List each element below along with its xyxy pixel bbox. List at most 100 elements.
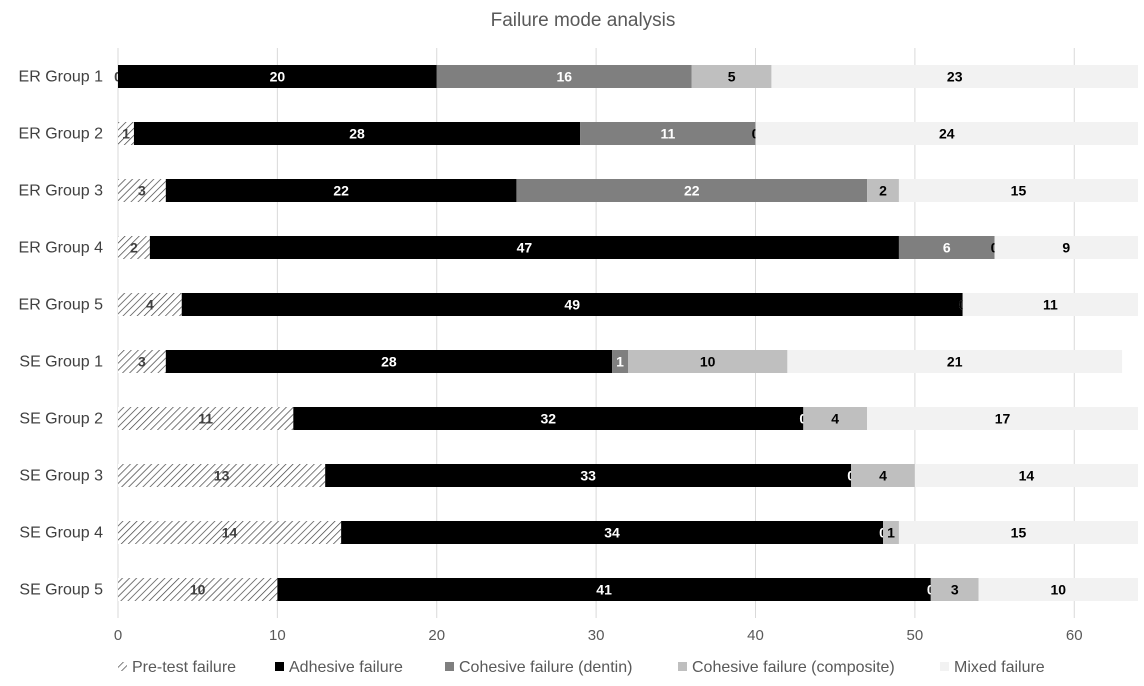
x-tick-label-30: 30 [588, 627, 605, 644]
bar-se-group-5-pre-test-failure [118, 578, 278, 601]
bars: 0201652312811024322222152476094490011328… [114, 65, 1138, 601]
bar-er-group-3-mixed-failure [898, 179, 1138, 202]
data-label-er-group-4-cohesive-failure-dentin: 6 [943, 240, 951, 256]
data-label-se-group-2-adhesive-failure: 32 [541, 411, 557, 427]
bar-se-group-4-adhesive-failure [341, 521, 883, 544]
bar-er-group-1-cohesive-failure-composite [691, 65, 772, 88]
data-label-er-group-5-mixed-failure: 11 [1043, 297, 1058, 313]
data-label-er-group-2-adhesive-failure: 28 [349, 126, 365, 142]
data-label-er-group-5-pre-test-failure: 4 [146, 297, 154, 313]
data-label-er-group-2-pre-test-failure: 1 [122, 126, 130, 142]
data-label-er-group-3-adhesive-failure: 22 [333, 183, 349, 199]
category-label-se-group-2: SE Group 2 [19, 411, 103, 428]
bar-se-group-2-pre-test-failure [118, 407, 294, 430]
category-label-se-group-3: SE Group 3 [19, 468, 103, 485]
legend-label-cohesive-failure-dentin: Cohesive failure (dentin) [459, 659, 632, 676]
data-label-se-group-5-adhesive-failure: 41 [596, 582, 612, 598]
bar-se-group-5-mixed-failure [978, 578, 1138, 601]
data-label-se-group-1-mixed-failure: 21 [947, 354, 963, 370]
bar-er-group-1-adhesive-failure [118, 65, 437, 88]
legend-swatch-adhesive-failure [275, 662, 284, 671]
category-label-er-group-4: ER Group 4 [19, 240, 104, 257]
bar-se-group-1-mixed-failure [787, 350, 1123, 373]
data-label-er-group-3-pre-test-failure: 3 [138, 183, 146, 199]
bar-se-group-3-mixed-failure [914, 464, 1138, 487]
data-label-se-group-3-cohesive-failure-composite: 4 [879, 468, 887, 484]
data-label-se-group-3-pre-test-failure: 13 [214, 468, 230, 484]
legend-swatch-pre-test-failure [118, 662, 127, 671]
bar-er-group-3-cohesive-failure-dentin [516, 179, 868, 202]
bar-er-group-4-adhesive-failure [149, 236, 899, 259]
legend-swatch-cohesive-failure-dentin [445, 662, 454, 671]
x-tick-label-0: 0 [114, 627, 122, 644]
x-tick-label-10: 10 [269, 627, 286, 644]
bar-se-group-3-cohesive-failure-composite [851, 464, 915, 487]
chart-title: Failure mode analysis [491, 10, 676, 31]
bar-se-group-2-mixed-failure [867, 407, 1138, 430]
data-label-er-group-5-adhesive-failure: 49 [564, 297, 580, 313]
bar-er-group-2-cohesive-failure-dentin [580, 122, 756, 145]
data-label-er-group-4-mixed-failure: 9 [1062, 240, 1070, 256]
data-label-er-group-1-mixed-failure: 23 [947, 69, 963, 85]
legend: Pre-test failure Adhesive failure Cohesive… [118, 659, 1045, 676]
bar-se-group-1-adhesive-failure [165, 350, 613, 373]
bar-se-group-5-cohesive-failure-composite [930, 578, 979, 601]
data-label-er-group-2-cohesive-failure-dentin: 11 [660, 126, 675, 142]
data-label-er-group-4-adhesive-failure: 47 [517, 240, 533, 256]
category-label-er-group-3: ER Group 3 [19, 183, 104, 200]
category-label-se-group-5: SE Group 5 [19, 582, 103, 599]
bar-se-group-4-pre-test-failure [118, 521, 342, 544]
legend-label-cohesive-failure-composite: Cohesive failure (composite) [692, 659, 895, 676]
bar-se-group-4-cohesive-failure-composite [883, 521, 899, 544]
bar-se-group-1-cohesive-failure-dentin [612, 350, 628, 373]
data-label-er-group-3-cohesive-failure-composite: 2 [879, 183, 887, 199]
category-label-se-group-4: SE Group 4 [19, 525, 103, 542]
data-label-se-group-5-mixed-failure: 10 [1051, 582, 1067, 598]
data-label-se-group-1-pre-test-failure: 3 [138, 354, 146, 370]
bar-se-group-5-adhesive-failure [277, 578, 931, 601]
legend-label-adhesive-failure: Adhesive failure [289, 659, 403, 676]
bar-er-group-2-pre-test-failure [118, 122, 134, 145]
bar-er-group-5-adhesive-failure [181, 293, 963, 316]
bar-er-group-3-adhesive-failure [165, 179, 517, 202]
category-label-er-group-5: ER Group 5 [19, 297, 104, 314]
data-label-se-group-1-cohesive-failure-composite: 10 [700, 354, 716, 370]
bar-se-group-3-adhesive-failure [325, 464, 852, 487]
bar-se-group-2-adhesive-failure [293, 407, 804, 430]
data-label-se-group-2-cohesive-failure-composite: 4 [831, 411, 839, 427]
data-label-er-group-2-mixed-failure: 24 [939, 126, 955, 142]
data-label-er-group-3-cohesive-failure-dentin: 22 [684, 183, 700, 199]
bar-er-group-1-mixed-failure [771, 65, 1138, 88]
data-label-se-group-4-cohesive-failure-composite: 1 [887, 525, 895, 541]
category-label-se-group-1: SE Group 1 [19, 354, 103, 371]
bar-se-group-4-mixed-failure [898, 521, 1138, 544]
bar-er-group-5-pre-test-failure [118, 293, 182, 316]
data-label-se-group-2-mixed-failure: 17 [995, 411, 1011, 427]
data-label-er-group-1-cohesive-failure-composite: 5 [728, 69, 736, 85]
category-labels: ER Group 1 ER Group 2 ER Group 3 ER Group 4… [19, 69, 104, 599]
bar-er-group-2-adhesive-failure [133, 122, 581, 145]
data-label-er-group-1-cohesive-failure-dentin: 16 [556, 69, 572, 85]
data-label-er-group-3-mixed-failure: 15 [1011, 183, 1027, 199]
category-label-er-group-1: ER Group 1 [19, 69, 104, 86]
x-tick-label-50: 50 [907, 627, 924, 644]
bar-se-group-3-pre-test-failure [118, 464, 326, 487]
data-label-er-group-1-adhesive-failure: 20 [270, 69, 286, 85]
legend-label-pre-test-failure: Pre-test failure [132, 659, 236, 676]
bar-er-group-3-cohesive-failure-composite [867, 179, 899, 202]
x-axis-ticks: 0 10 20 30 40 50 60 [114, 627, 1083, 644]
bar-er-group-4-pre-test-failure [118, 236, 150, 259]
data-label-se-group-1-cohesive-failure-dentin: 1 [616, 354, 624, 370]
data-label-se-group-3-adhesive-failure: 33 [580, 468, 596, 484]
data-label-se-group-3-mixed-failure: 14 [1019, 468, 1035, 484]
data-label-er-group-4-pre-test-failure: 2 [130, 240, 138, 256]
x-tick-label-20: 20 [428, 627, 445, 644]
data-label-se-group-1-adhesive-failure: 28 [381, 354, 397, 370]
legend-label-mixed-failure: Mixed failure [954, 659, 1045, 676]
bar-se-group-2-cohesive-failure-composite [803, 407, 868, 430]
bar-er-group-5-mixed-failure [962, 293, 1138, 316]
bar-se-group-1-cohesive-failure-composite [628, 350, 788, 373]
bar-er-group-2-mixed-failure [755, 122, 1138, 145]
